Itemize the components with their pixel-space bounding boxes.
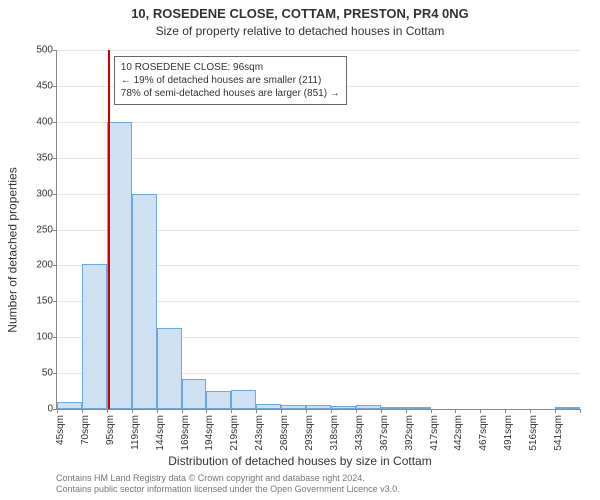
- xtick-mark: [157, 409, 158, 413]
- xtick-mark: [480, 409, 481, 413]
- plot-area: 05010015020025030035040045050045sqm70sqm…: [56, 50, 580, 410]
- footer-line1: Contains HM Land Registry data © Crown c…: [56, 473, 400, 484]
- subject-marker-line: [108, 50, 110, 409]
- xtick-mark: [82, 409, 83, 413]
- xtick-mark: [381, 409, 382, 413]
- ytick-label: 200: [23, 260, 57, 271]
- histogram-bar: [306, 405, 331, 409]
- histogram-bar: [256, 404, 281, 409]
- histogram-bar: [132, 194, 157, 409]
- xtick-mark: [256, 409, 257, 413]
- histogram-bar: [157, 328, 182, 409]
- histogram-bar: [107, 122, 132, 409]
- xtick-label: 70sqm: [80, 415, 91, 445]
- xtick-label: 119sqm: [130, 415, 141, 450]
- histogram-bar: [406, 407, 431, 409]
- xtick-label: 169sqm: [180, 415, 191, 451]
- xtick-label: 45sqm: [55, 415, 66, 445]
- histogram-bar: [331, 406, 356, 409]
- xtick-label: 219sqm: [229, 415, 240, 451]
- xtick-label: 491sqm: [503, 415, 514, 451]
- xtick-label: 194sqm: [204, 415, 215, 451]
- footer-line2: Contains public sector information licen…: [56, 484, 400, 495]
- ytick-label: 450: [23, 80, 57, 91]
- xtick-mark: [555, 409, 556, 413]
- xtick-label: 343sqm: [354, 415, 365, 451]
- y-axis-label-wrap: Number of detached properties: [6, 0, 20, 500]
- annotation-line3: 78% of semi-detached houses are larger (…: [121, 87, 340, 100]
- ytick-label: 0: [23, 404, 57, 415]
- ytick-label: 50: [23, 368, 57, 379]
- xtick-mark: [406, 409, 407, 413]
- ytick-label: 150: [23, 296, 57, 307]
- annotation-line2: ← 19% of detached houses are smaller (21…: [121, 74, 340, 87]
- xtick-mark: [306, 409, 307, 413]
- xtick-mark: [530, 409, 531, 413]
- histogram-bar: [381, 407, 406, 409]
- y-axis-label: Number of detached properties: [6, 167, 20, 332]
- chart-title-sub: Size of property relative to detached ho…: [0, 24, 600, 38]
- annotation-line1: 10 ROSEDENE CLOSE: 96sqm: [121, 61, 340, 74]
- chart-title-main: 10, ROSEDENE CLOSE, COTTAM, PRESTON, PR4…: [0, 6, 600, 21]
- xtick-mark: [57, 409, 58, 413]
- histogram-bar: [555, 407, 580, 409]
- histogram-bar: [356, 405, 381, 409]
- xtick-label: 243sqm: [254, 415, 265, 451]
- xtick-mark: [455, 409, 456, 413]
- histogram-chart: 10, ROSEDENE CLOSE, COTTAM, PRESTON, PR4…: [0, 0, 600, 500]
- ytick-label: 400: [23, 116, 57, 127]
- xtick-mark: [182, 409, 183, 413]
- xtick-mark: [132, 409, 133, 413]
- gridline: [57, 50, 580, 51]
- xtick-mark: [281, 409, 282, 413]
- histogram-bar: [231, 390, 256, 409]
- xtick-mark: [580, 409, 581, 413]
- ytick-label: 350: [23, 152, 57, 163]
- histogram-bar: [182, 379, 207, 409]
- xtick-label: 144sqm: [155, 415, 166, 451]
- ytick-label: 100: [23, 332, 57, 343]
- xtick-label: 541sqm: [553, 415, 564, 451]
- xtick-label: 268sqm: [279, 415, 290, 451]
- ytick-label: 300: [23, 188, 57, 199]
- gridline: [57, 158, 580, 159]
- histogram-bar: [281, 405, 306, 409]
- ytick-label: 250: [23, 224, 57, 235]
- xtick-label: 516sqm: [528, 415, 539, 451]
- histogram-bar: [82, 264, 107, 409]
- xtick-mark: [206, 409, 207, 413]
- xtick-label: 293sqm: [304, 415, 315, 451]
- footer-attribution: Contains HM Land Registry data © Crown c…: [56, 473, 400, 495]
- xtick-label: 318sqm: [329, 415, 340, 451]
- x-axis-label: Distribution of detached houses by size …: [0, 454, 600, 468]
- xtick-mark: [107, 409, 108, 413]
- xtick-label: 367sqm: [379, 415, 390, 451]
- xtick-mark: [331, 409, 332, 413]
- xtick-label: 95sqm: [105, 415, 116, 445]
- xtick-label: 442sqm: [453, 415, 464, 451]
- gridline: [57, 122, 580, 123]
- ytick-label: 500: [23, 45, 57, 56]
- histogram-bar: [57, 402, 82, 409]
- xtick-mark: [431, 409, 432, 413]
- xtick-mark: [356, 409, 357, 413]
- xtick-mark: [505, 409, 506, 413]
- xtick-mark: [231, 409, 232, 413]
- xtick-label: 417sqm: [429, 415, 440, 451]
- annotation-box: 10 ROSEDENE CLOSE: 96sqm ← 19% of detach…: [114, 56, 347, 105]
- xtick-label: 392sqm: [404, 415, 415, 451]
- xtick-label: 467sqm: [478, 415, 489, 451]
- histogram-bar: [206, 391, 231, 409]
